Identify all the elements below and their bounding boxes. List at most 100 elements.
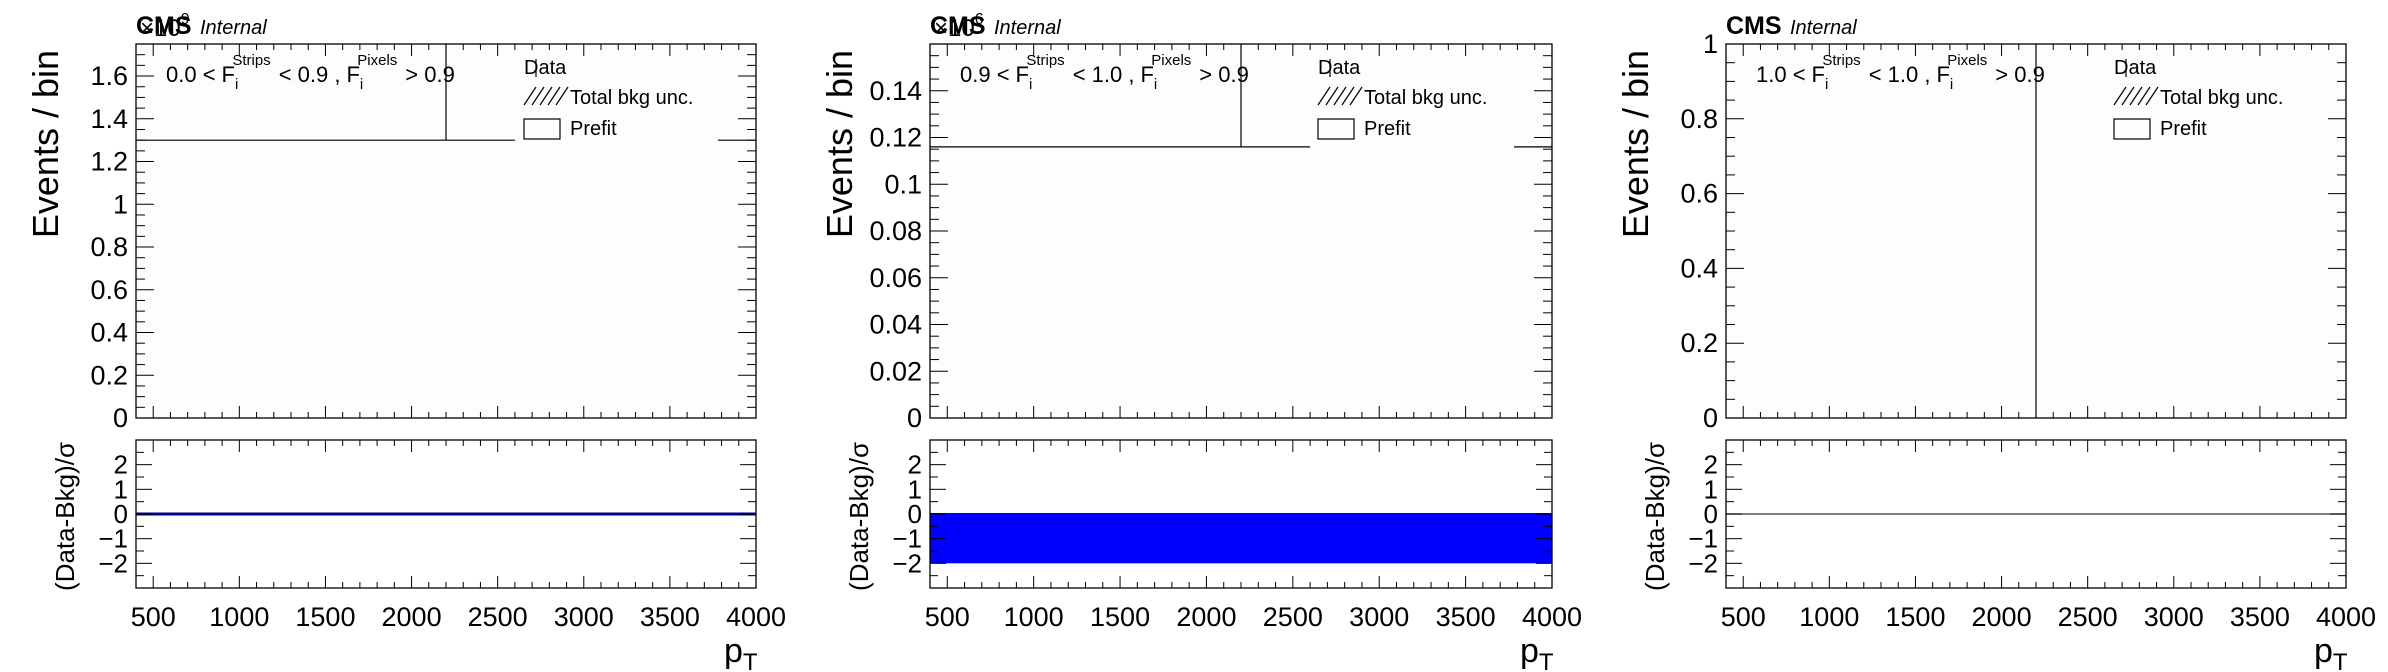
- ratio-y-tick-label: 2: [1704, 450, 1718, 480]
- region-F2: F: [1140, 62, 1153, 87]
- y-tick-label: 0.8: [90, 232, 128, 262]
- x-tick-label: 1000: [1004, 602, 1064, 632]
- legend-data-label: Data: [2114, 57, 2157, 79]
- ratio-y-tick-label: 2: [908, 450, 922, 480]
- internal-label: Internal: [1790, 17, 1857, 39]
- legend-total-hatch: [523, 86, 569, 106]
- ratio-y-tick-label: −2: [98, 548, 128, 578]
- x-tick-label: 2000: [1176, 602, 1236, 632]
- legend-prefit-label: Prefit: [2160, 118, 2207, 140]
- ratio-y-tick-label: 2: [114, 450, 128, 480]
- region-F1: F: [222, 62, 235, 87]
- hatch-stroke: [1349, 86, 1363, 106]
- y-tick-label: 0.2: [90, 360, 128, 390]
- y-tick-label: 0.06: [869, 263, 922, 293]
- x-tick-label: 1500: [1090, 602, 1150, 632]
- x-axis-title-sub: T: [743, 649, 758, 672]
- y-tick-label: 0.08: [869, 216, 922, 246]
- x-axis-title-p: p: [1520, 632, 1539, 670]
- region-sub1: i: [235, 76, 238, 93]
- y-tick-label: 1: [1703, 29, 1718, 59]
- x-tick-label: 2500: [468, 602, 528, 632]
- region-F2: F: [346, 62, 359, 87]
- x-tick-label: 2000: [1972, 602, 2032, 632]
- ratio-y-tick-label: −1: [892, 524, 922, 554]
- x-tick-label: 1000: [1799, 602, 1859, 632]
- region-sup2: Pixels: [1947, 52, 1987, 69]
- x-axis-title: pT: [1520, 632, 1554, 672]
- y-axis-title: Events / bin: [25, 50, 66, 238]
- y-exponent-base: ×10: [934, 15, 975, 42]
- panel-right: 500 1000 1500 2000 2500 3000 3500 4000 0 0.2 0.4 0.…: [1615, 12, 2376, 672]
- ratio-y-tick-label: 1: [908, 474, 922, 504]
- hatch-stroke: [1325, 86, 1339, 106]
- ratio-y-tick-label: 0: [114, 499, 128, 529]
- region-post: > 0.9: [405, 62, 455, 87]
- ratio-band: [930, 513, 1552, 564]
- y-tick-label: 0: [113, 403, 128, 433]
- y-tick-label: 1.2: [90, 147, 128, 177]
- region-pre: 0.9 <: [960, 62, 1010, 87]
- hatch-stroke: [547, 86, 561, 106]
- region-pre: 0.0 <: [166, 62, 216, 87]
- legend-prefit-label: Prefit: [570, 118, 617, 140]
- y-axis-title: Events / bin: [819, 50, 860, 238]
- legend-data-label: Data: [1318, 57, 1361, 79]
- cms-label: CMS: [136, 12, 192, 40]
- region-label: 0.0 < FiStrips< 0.9 , FiPixels> 0.9: [166, 52, 455, 93]
- x-tick-label: 500: [131, 602, 176, 632]
- x-tick-label: 500: [925, 602, 970, 632]
- region-F1: F: [1016, 62, 1029, 87]
- region-sub1: i: [1825, 76, 1828, 93]
- hatch-stroke: [555, 86, 569, 106]
- hatch-stroke: [1341, 86, 1355, 106]
- ratio-y-tick-label: −2: [892, 548, 922, 578]
- cms-label: CMS: [930, 12, 986, 40]
- region-sup1: Strips: [1026, 52, 1064, 69]
- legend-prefit-box: [2113, 118, 2151, 140]
- x-axis-title-sub: T: [1539, 649, 1554, 672]
- ratio-y-axis-title: (Data-Bkg)/σ: [50, 442, 80, 591]
- y-tick-label: 0.2: [1680, 328, 1718, 358]
- region-sup1: Strips: [232, 52, 270, 69]
- x-tick-label: 4000: [726, 602, 786, 632]
- y-tick-label: 1.6: [90, 61, 128, 91]
- ratio-y-tick-label: −1: [1688, 524, 1718, 554]
- x-tick-label: 2500: [2058, 602, 2118, 632]
- panel-left: 500 1000 1500 2000 2500 3000 3500 4000 0 0.2 0.4 0.…: [25, 11, 786, 672]
- y-tick-label: 0.12: [869, 123, 922, 153]
- legend-prefit-box: [1317, 118, 1355, 140]
- panel-center: 500 1000 1500 2000 2500 3000 3500 4000 0 0.02 0.04…: [819, 11, 1582, 672]
- region-sub2: i: [360, 76, 363, 93]
- x-tick-label: 3000: [1349, 602, 1409, 632]
- legend-data-label: Data: [524, 57, 567, 79]
- hatch-stroke: [2145, 86, 2159, 106]
- region-sub1: i: [1029, 76, 1032, 93]
- y-tick-label: 0.4: [1680, 253, 1718, 283]
- cms-label: CMS: [1726, 12, 1782, 40]
- x-axis-title-p: p: [2314, 632, 2333, 670]
- y-tick-label: 0: [907, 403, 922, 433]
- region-pre: 1.0 <: [1756, 62, 1806, 87]
- region-post: > 0.9: [1199, 62, 1249, 87]
- x-tick-label: 500: [1721, 602, 1766, 632]
- x-tick-label: 2500: [1263, 602, 1323, 632]
- y-exponent-power: 9: [181, 11, 190, 28]
- x-axis-title-sub: T: [2333, 649, 2348, 672]
- y-tick-label: 0.02: [869, 356, 922, 386]
- y-exponent-label: ×106: [934, 11, 984, 42]
- hatch-stroke: [1333, 86, 1347, 106]
- region-sup1: Strips: [1822, 52, 1860, 69]
- hatch-stroke: [2121, 86, 2135, 106]
- y-tick-label: 0.4: [90, 318, 128, 348]
- region-mid: < 0.9 ,: [279, 62, 341, 87]
- hatch-stroke: [523, 86, 537, 106]
- region-sub2: i: [1950, 76, 1953, 93]
- region-post: > 0.9: [1995, 62, 2045, 87]
- x-tick-label: 4000: [1522, 602, 1582, 632]
- ratio-y-tick-label: 0: [1704, 499, 1718, 529]
- x-tick-label: 3500: [1436, 602, 1496, 632]
- y-tick-label: 1.4: [90, 104, 128, 134]
- region-mid: < 1.0 ,: [1073, 62, 1135, 87]
- x-tick-label: 3500: [2230, 602, 2290, 632]
